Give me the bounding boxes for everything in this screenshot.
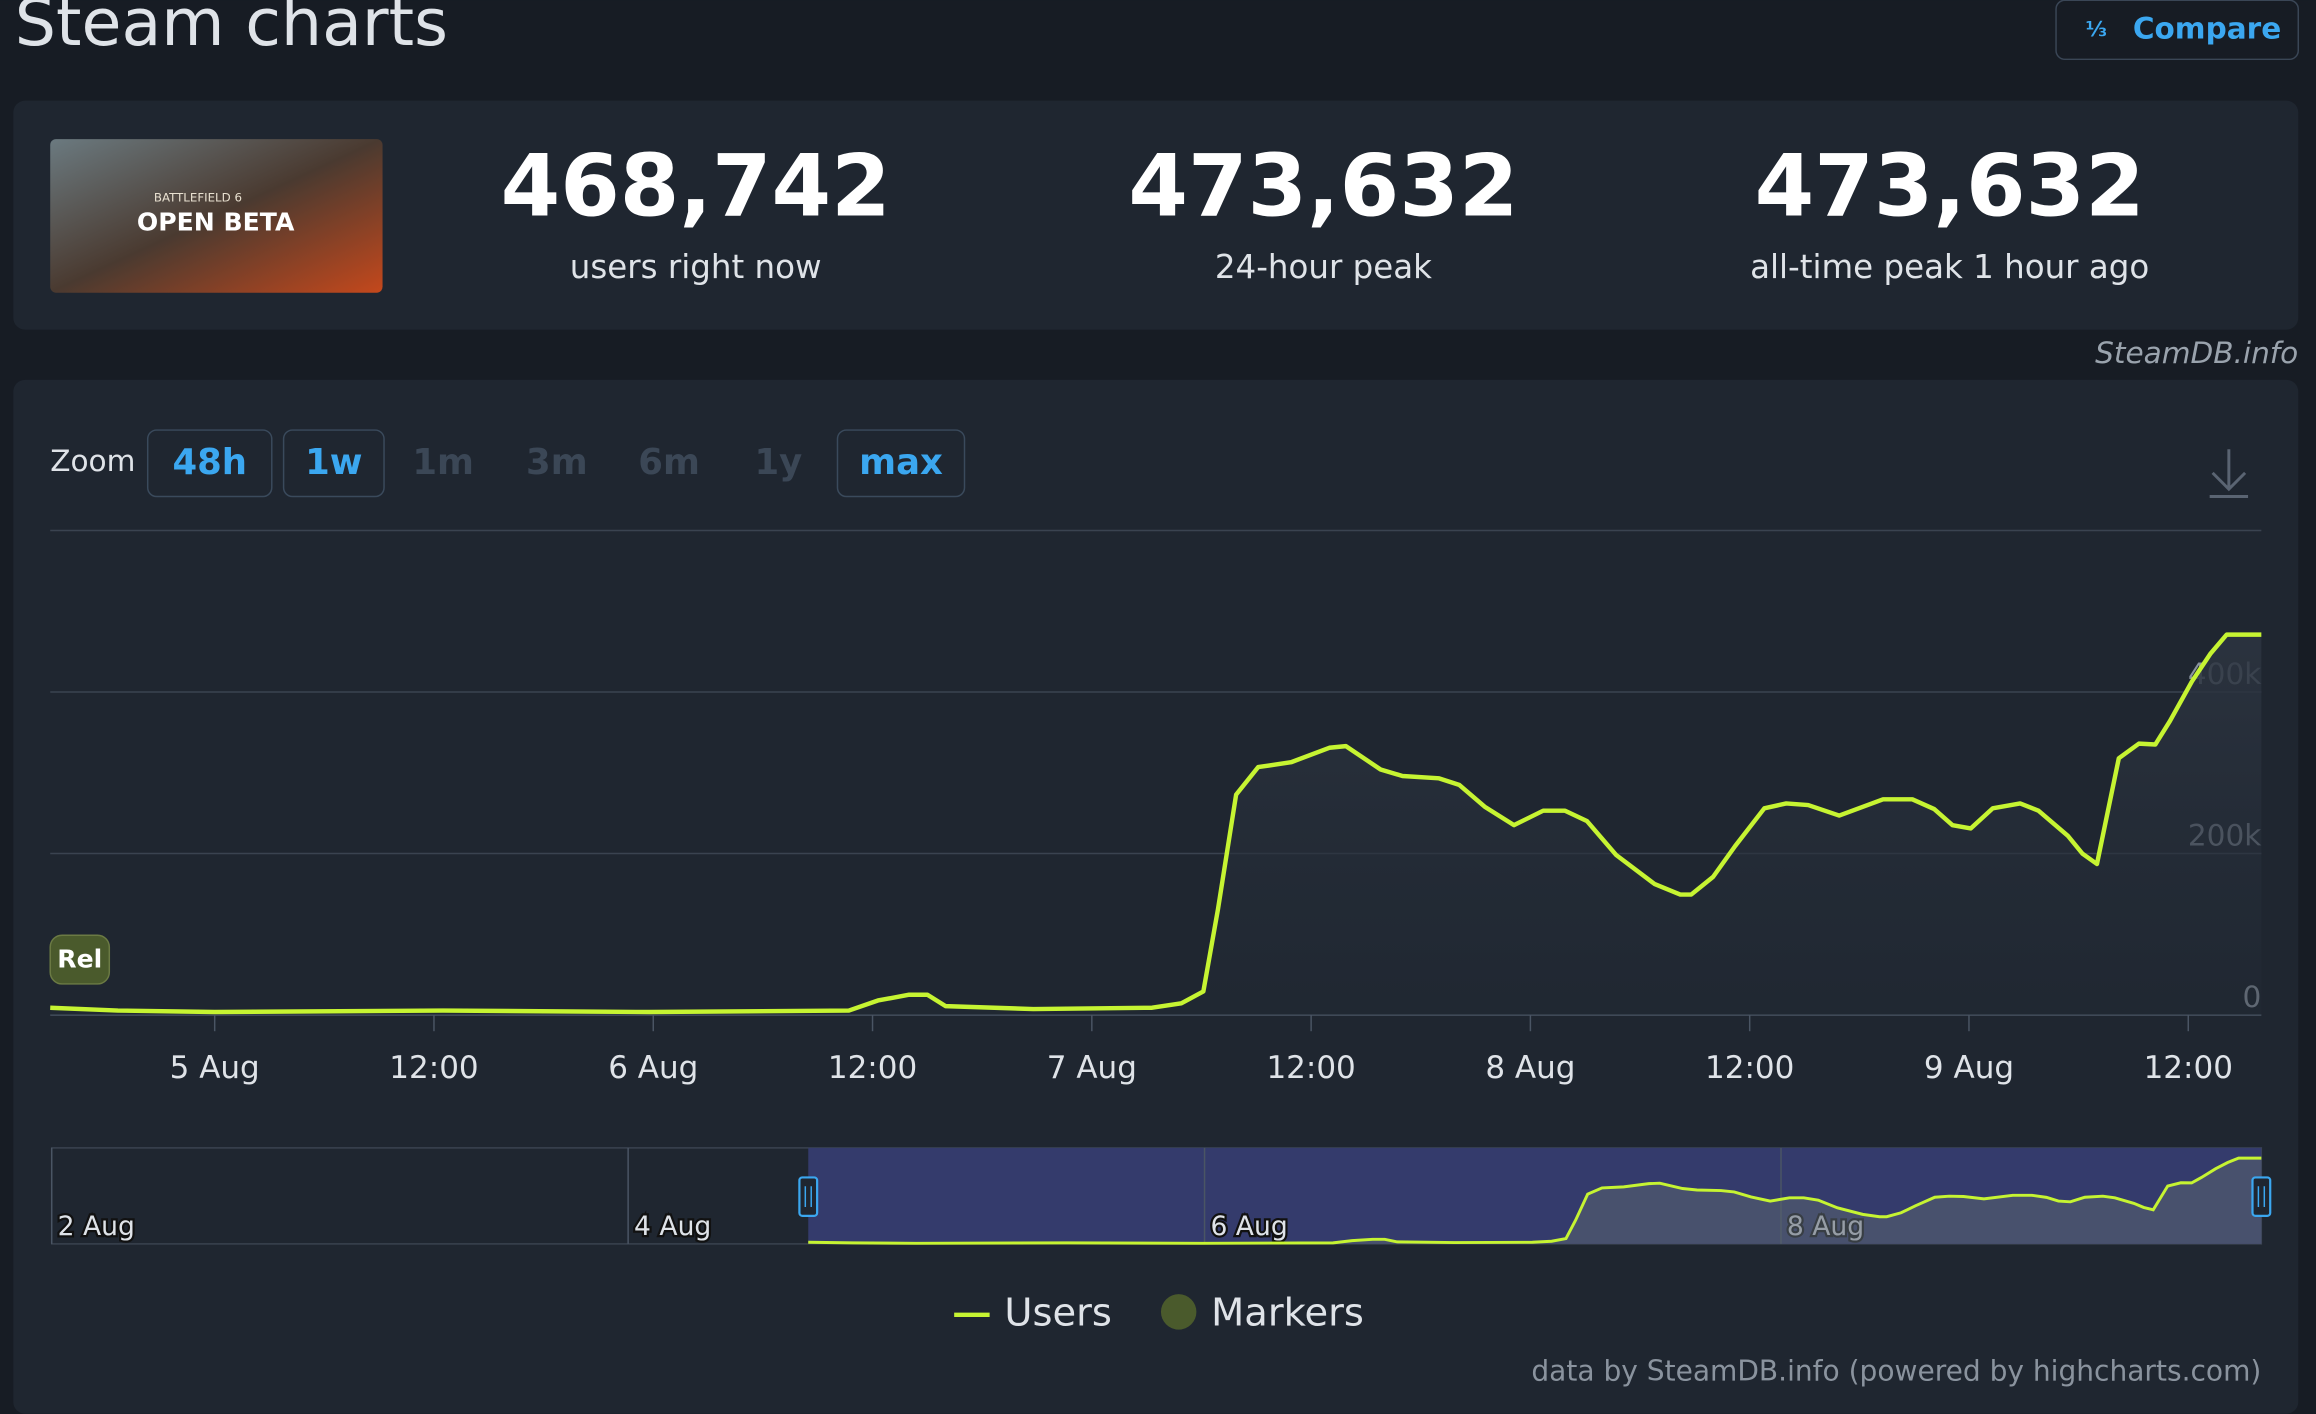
navigator-tick-label: 6 Aug xyxy=(1210,1211,1287,1242)
zoom-label: Zoom xyxy=(50,444,135,478)
zoom-button[interactable] xyxy=(146,429,273,498)
credits[interactable]: data by SteamDB.info (powered by highcha… xyxy=(1531,1354,2261,1387)
navigator-area xyxy=(808,1158,2262,1244)
x-tick-label: 12:00 xyxy=(1705,1050,1794,1086)
x-tick-label: 12:00 xyxy=(828,1050,917,1086)
x-tick-label: 12:00 xyxy=(389,1050,478,1086)
zoom-button-label: 1m xyxy=(412,442,474,483)
x-tick-label: 7 Aug xyxy=(1047,1050,1137,1086)
legend-label[interactable]: Markers xyxy=(1211,1290,1364,1335)
navigator-handle[interactable] xyxy=(798,1176,819,1217)
marker-label: Rel xyxy=(57,944,102,973)
legend-symbol xyxy=(1160,1294,1197,1330)
x-tick-label: 12:00 xyxy=(2144,1050,2233,1086)
x-tick-label: 12:00 xyxy=(1266,1050,1355,1086)
navigator-line xyxy=(808,1156,2262,1245)
legend-label[interactable]: Users xyxy=(1004,1290,1112,1335)
navigator-tick-label: 4 Aug xyxy=(634,1211,711,1242)
compare-icon: ⅓ xyxy=(2086,17,2107,41)
stat-label: users right now xyxy=(570,248,822,286)
source-label: SteamDB.info xyxy=(2095,336,2298,370)
thumbnail-line2: OPEN BETA xyxy=(137,207,295,236)
zoom-button-label[interactable]: max xyxy=(859,442,943,483)
stat-label: 24-hour peak xyxy=(1215,248,1432,286)
navigator-handle-grip xyxy=(2257,1186,2266,1207)
series-area xyxy=(50,634,2262,1015)
zoom-button-label[interactable]: 1w xyxy=(305,442,362,483)
thumbnail-line1: BATTLEFIELD 6 xyxy=(154,191,242,205)
zoom-button-label: 6m xyxy=(638,442,700,483)
zoom-button-label[interactable]: 48h xyxy=(172,442,247,483)
download-glyph xyxy=(2209,449,2249,498)
marker-flag[interactable] xyxy=(49,934,111,985)
x-tick-label: 8 Aug xyxy=(1485,1050,1575,1086)
zoom-button-label: 1y xyxy=(755,442,803,483)
x-tick-label: 6 Aug xyxy=(608,1050,698,1086)
zoom-button-label: 3m xyxy=(526,442,588,483)
navigator-handle[interactable] xyxy=(2251,1176,2272,1217)
stats-panel xyxy=(13,100,2299,330)
zoom-button[interactable] xyxy=(282,429,385,498)
x-tick-label: 5 Aug xyxy=(170,1050,260,1086)
stat-value: 473,632 xyxy=(1755,137,2145,237)
navigator-tick-label: 2 Aug xyxy=(58,1211,135,1242)
compare-label: Compare xyxy=(2133,11,2281,45)
series-line xyxy=(50,632,2262,1015)
navigator-handle-grip xyxy=(804,1186,812,1207)
stat-value: 468,742 xyxy=(501,137,891,237)
x-tick-label: 9 Aug xyxy=(1924,1050,2014,1086)
stat-label: all-time peak 1 hour ago xyxy=(1750,248,2149,286)
game-thumbnail[interactable] xyxy=(50,139,383,293)
zoom-button[interactable] xyxy=(836,429,966,498)
stat-value: 473,632 xyxy=(1128,137,1518,237)
compare-button[interactable] xyxy=(2055,0,2300,61)
download-icon[interactable] xyxy=(2209,449,2249,498)
page-title: Steam charts xyxy=(15,0,448,61)
